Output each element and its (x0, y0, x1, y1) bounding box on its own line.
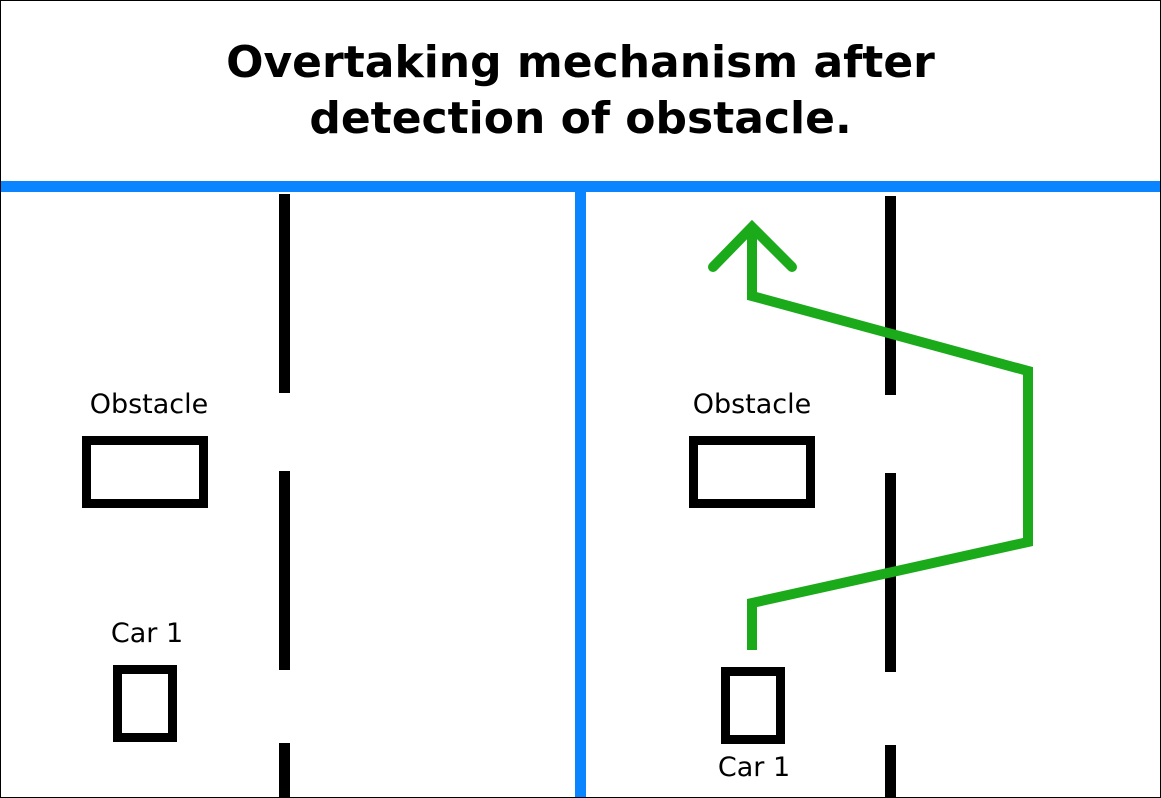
right-car-label: Car 1 (718, 752, 790, 783)
overtaking-path (747, 227, 1033, 650)
left-lane-markings (279, 194, 290, 797)
left-car-label: Car 1 (111, 618, 183, 649)
lane-dash (885, 196, 896, 395)
left-car-box (113, 665, 177, 742)
lane-dash (885, 745, 896, 797)
left-obstacle-box (82, 436, 208, 508)
right-obstacle-box (689, 436, 815, 508)
title-text: Overtaking mechanism after detection of … (226, 37, 935, 144)
lane-dash (279, 194, 290, 393)
lane-dash (279, 743, 290, 797)
lane-dash (279, 471, 290, 670)
diagram-title: Overtaking mechanism after detection of … (1, 1, 1160, 181)
up-arrow-icon (708, 219, 797, 272)
right-obstacle-label: Obstacle (693, 389, 812, 420)
right-car-box (721, 667, 785, 744)
vertical-divider (575, 187, 586, 797)
horizontal-divider (1, 181, 1160, 192)
left-obstacle-label: Obstacle (90, 389, 209, 420)
right-lane-markings (885, 196, 896, 797)
